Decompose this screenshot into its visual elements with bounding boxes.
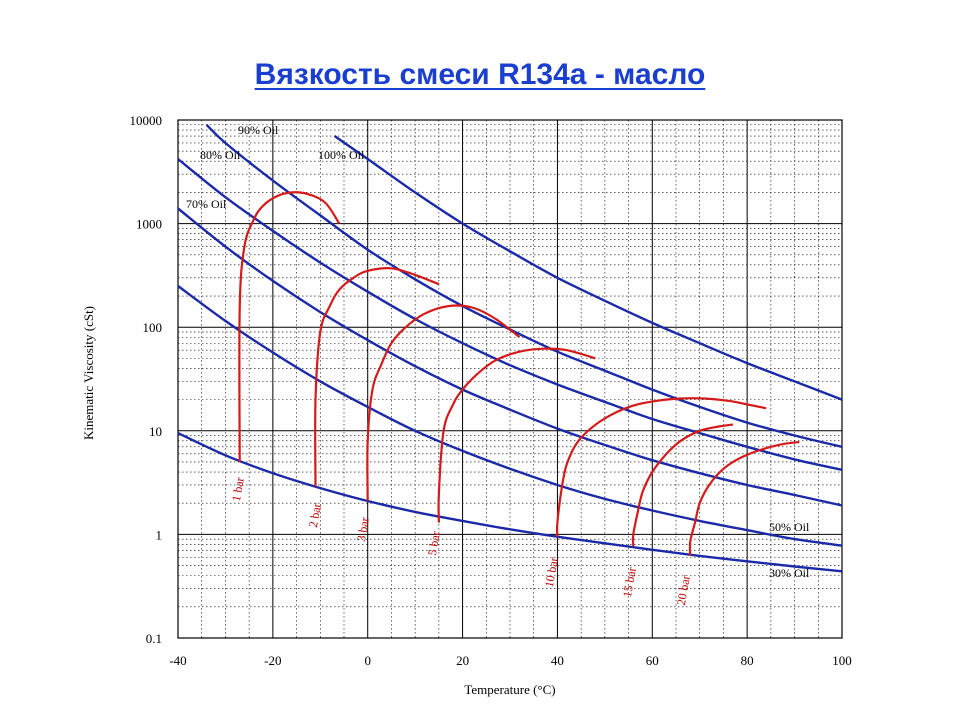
x-tick-labels: -40 -20 0 20 40 60 80 100	[169, 653, 851, 668]
y-tick-label: 10	[149, 424, 162, 439]
curve-labels: 90% Oil 80% Oil 100% Oil 70% Oil 50% Oil 30% …	[186, 123, 810, 606]
oil-curves	[177, 123, 843, 573]
pressure-curve	[314, 267, 440, 487]
plot-frame	[177, 119, 843, 639]
x-tick-label: 60	[646, 653, 659, 668]
oil-curve	[177, 158, 843, 471]
x-tick-label: 0	[364, 653, 371, 668]
oil-curve-label: 100% Oil	[318, 148, 365, 162]
minor-grid	[178, 120, 842, 638]
pressure-curve-label: 20 bar	[674, 574, 693, 606]
pressure-curve-label: 10 bar	[542, 556, 561, 588]
pressure-curve-label: 5 bar	[425, 530, 443, 556]
x-tick-label: 100	[832, 653, 852, 668]
x-tick-label: 80	[741, 653, 754, 668]
pressure-curve	[437, 347, 596, 523]
pressure-curve-label: 1 bar	[229, 476, 247, 502]
pressure-curve	[631, 423, 734, 547]
pressure-curve	[688, 440, 800, 556]
x-tick-label: 40	[551, 653, 564, 668]
oil-curve-label: 80% Oil	[200, 148, 241, 162]
pressure-curve-label: 2 bar	[306, 502, 324, 528]
y-tick-label: 100	[143, 320, 163, 335]
pressure-curve-label: 3 bar	[354, 516, 372, 542]
slide-title: Вязкость смеси R134a - масло	[254, 58, 706, 91]
y-tick-labels: 0.1 1 10 100 1000 10000	[130, 113, 163, 646]
oil-curve	[177, 432, 843, 573]
oil-curve-label: 30% Oil	[769, 566, 810, 580]
y-tick-label: 1	[156, 527, 163, 542]
y-tick-label: 10000	[130, 113, 163, 128]
oil-curve	[333, 135, 843, 401]
x-tick-label: -20	[264, 653, 281, 668]
y-tick-label: 1000	[136, 217, 162, 232]
y-axis-label: Kinematic Viscosity (cSt)	[81, 306, 96, 440]
pressure-curve-label: 15 bar	[620, 566, 639, 598]
major-grid	[178, 120, 842, 638]
oil-curve-label: 70% Oil	[186, 197, 227, 211]
pressure-curve	[555, 397, 767, 537]
y-tick-label: 0.1	[146, 631, 162, 646]
pressure-curves	[238, 191, 800, 556]
x-axis-label: Temperature (°C)	[464, 682, 555, 697]
x-tick-label: 20	[456, 653, 469, 668]
pressure-curve	[366, 304, 521, 502]
oil-curve-label: 90% Oil	[238, 123, 279, 137]
oil-curve	[177, 285, 843, 547]
oil-curve-label: 50% Oil	[769, 520, 810, 534]
pressure-curve	[238, 191, 341, 463]
x-tick-label: -40	[169, 653, 186, 668]
oil-curve	[177, 207, 843, 507]
